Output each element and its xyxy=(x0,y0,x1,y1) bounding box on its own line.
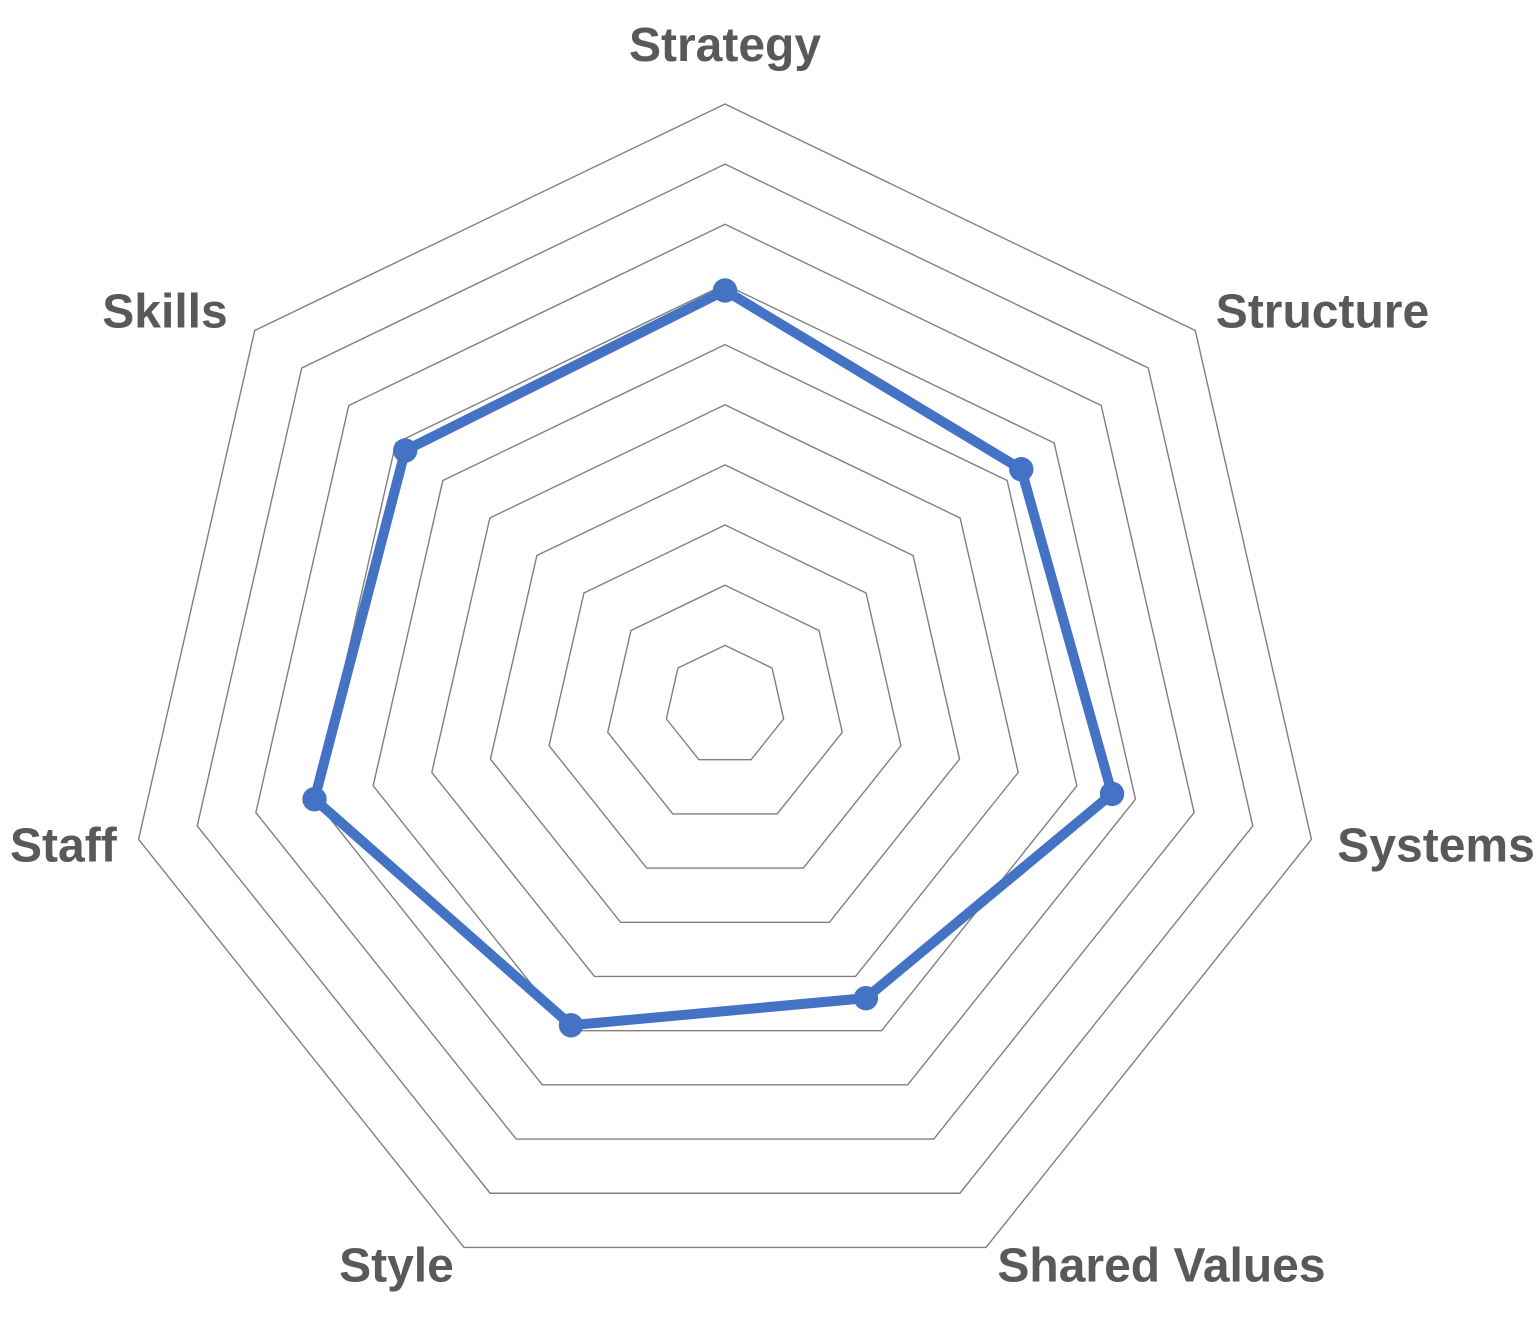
svg-text:Shared Values: Shared Values xyxy=(997,1240,1325,1293)
svg-text:Skills: Skills xyxy=(102,286,227,339)
svg-text:Style: Style xyxy=(339,1240,454,1293)
svg-text:Systems: Systems xyxy=(1337,819,1534,872)
svg-text:Staff: Staff xyxy=(10,819,118,872)
svg-text:Strategy: Strategy xyxy=(629,19,821,72)
svg-text:Structure: Structure xyxy=(1216,286,1429,339)
